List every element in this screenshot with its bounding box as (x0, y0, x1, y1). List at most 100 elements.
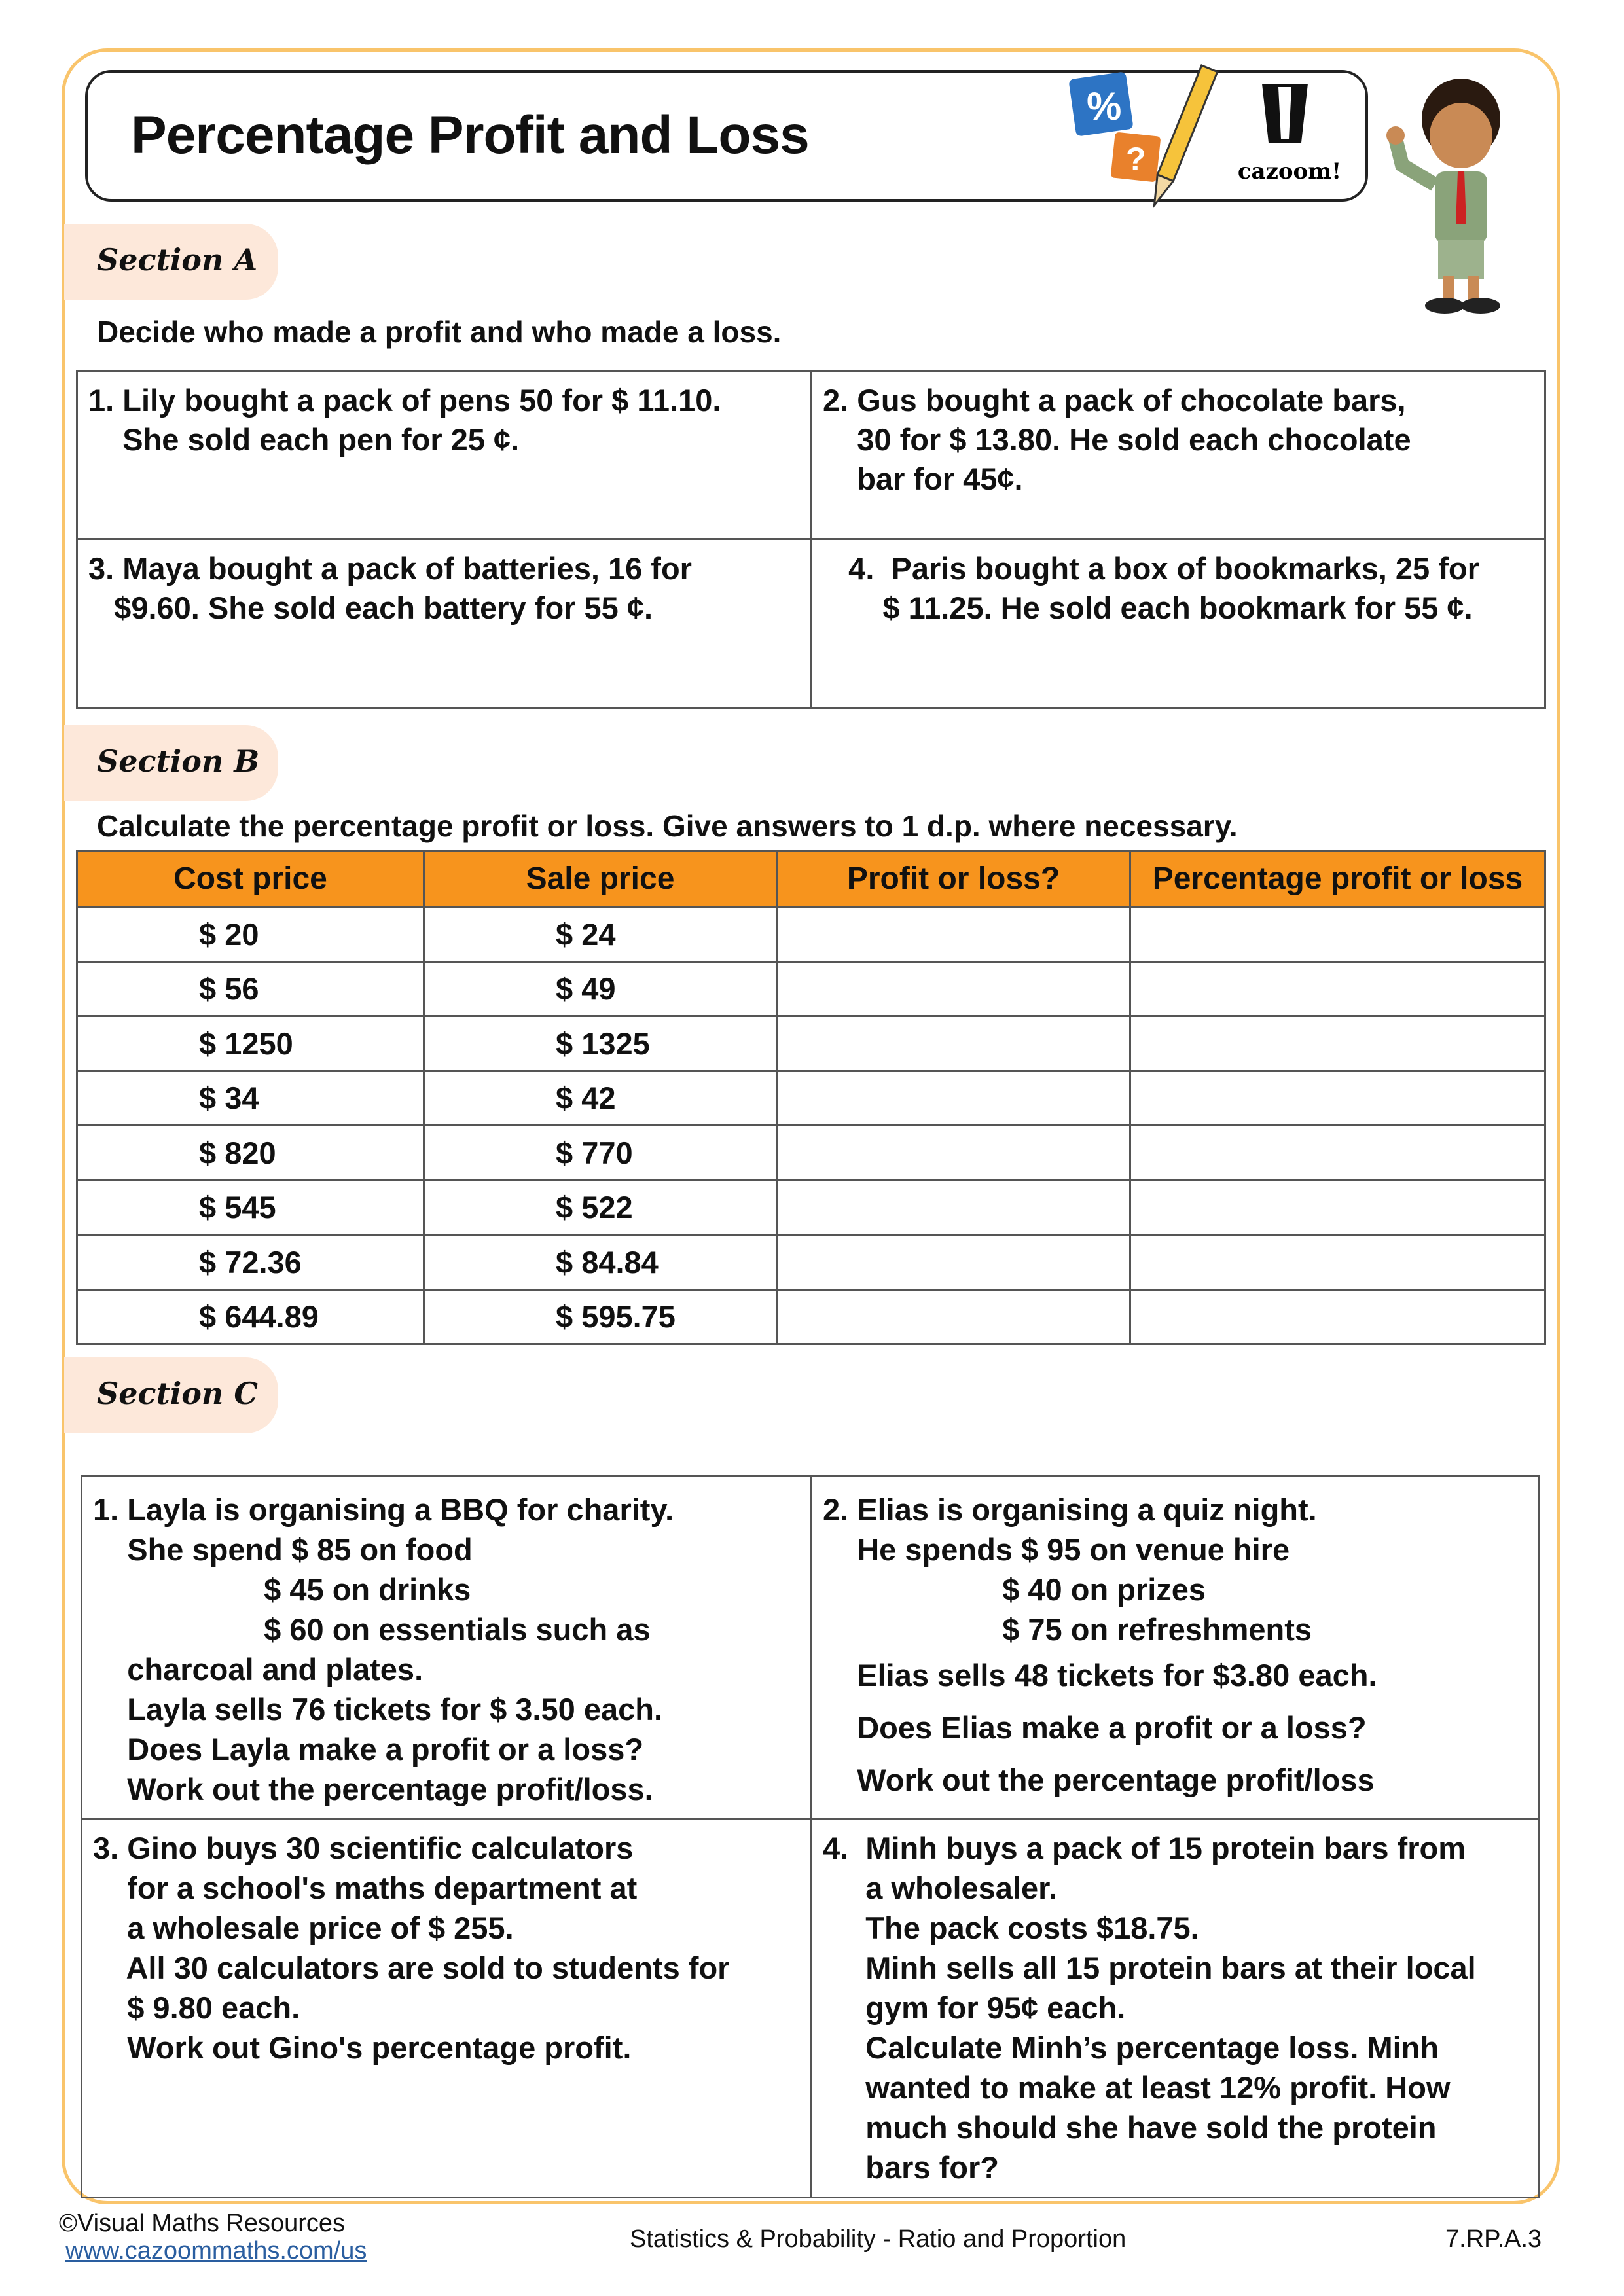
q-line: charcoal and plates. (93, 1652, 424, 1687)
percentage-answer-cell[interactable] (1129, 1288, 1546, 1345)
website-link[interactable]: www.cazoommaths.com/us (65, 2237, 367, 2265)
cost-price-cell: $ 1250 (76, 1015, 425, 1072)
copyright: ©Visual Maths Resources (59, 2210, 346, 2237)
profit-or-loss-answer-cell[interactable] (776, 906, 1131, 963)
table-row: $ 34 $ 42 (76, 1069, 1546, 1126)
q-line: Calculate Minh’s percentage loss. Minh (823, 2030, 1439, 2065)
q-line: Does Layla make a profit or a loss? (93, 1732, 644, 1767)
q-line: bars for? (823, 2150, 999, 2185)
question-a1: 1. Lily bought a pack of pens 50 for $ 1… (76, 370, 812, 540)
percentage-answer-cell[interactable] (1129, 1015, 1546, 1072)
standard-code: 7.RP.A.3 (1445, 2225, 1542, 2253)
percentage-answer-cell[interactable] (1129, 1124, 1546, 1181)
profit-or-loss-answer-cell[interactable] (776, 1015, 1131, 1072)
header-cost-price: Cost price (76, 850, 425, 908)
q-line: 2. Gus bought a pack of chocolate bars, (823, 383, 1406, 418)
q-line: 30 for $ 13.80. He sold each chocolate (823, 422, 1411, 457)
cazoom-logo: cazoom! (1226, 81, 1353, 187)
q-line: much should she have sold the protein (823, 2110, 1437, 2145)
sale-price-cell: $ 1325 (423, 1015, 778, 1072)
q-line: Elias sells 48 tickets for $3.80 each. (823, 1658, 1377, 1693)
q-line: He spends $ 95 on venue hire (823, 1532, 1290, 1567)
topic: Statistics & Probability - Ratio and Pro… (630, 2225, 1127, 2253)
profit-or-loss-answer-cell[interactable] (776, 1069, 1131, 1126)
q-line: a wholesale price of $ 255. (93, 1910, 514, 1945)
profit-or-loss-answer-cell[interactable] (776, 1124, 1131, 1181)
question-c3: 3. Gino buys 30 scientific calculators f… (81, 1818, 812, 2198)
q-line: She spend $ 85 on food (93, 1532, 473, 1567)
section-a-label: Section A (64, 224, 278, 300)
sale-price-cell: $ 770 (423, 1124, 778, 1181)
q-line: a wholesaler. (823, 1871, 1057, 1905)
q-line: $ 45 on drinks (93, 1572, 471, 1607)
q-line: $ 9.80 each. (93, 1990, 300, 2025)
q-line: $ 40 on prizes (823, 1572, 1206, 1607)
question-a4: 4. Paris bought a box of bookmarks, 25 f… (810, 538, 1546, 709)
sale-price-cell: $ 49 (423, 960, 778, 1017)
q-line: $ 60 on essentials such as (93, 1612, 651, 1647)
profit-or-loss-answer-cell[interactable] (776, 960, 1131, 1017)
cost-price-cell: $ 20 (76, 906, 425, 963)
svg-text:%: % (1087, 84, 1121, 128)
q-line: 4. Minh buys a pack of 15 protein bars f… (823, 1831, 1466, 1865)
q-line: Work out Gino's percentage profit. (93, 2030, 632, 2065)
profit-or-loss-answer-cell[interactable] (776, 1179, 1131, 1236)
cost-price-cell: $ 644.89 (76, 1288, 425, 1345)
percentage-answer-cell[interactable] (1129, 1179, 1546, 1236)
section-c-label: Section C (64, 1357, 278, 1433)
sale-price-cell: $ 24 (423, 906, 778, 963)
q-line: 4. Paris bought a box of bookmarks, 25 f… (823, 551, 1479, 586)
question-a3: 3. Maya bought a pack of batteries, 16 f… (76, 538, 812, 709)
section-a-questions: 1. Lily bought a pack of pens 50 for $ 1… (76, 370, 1546, 709)
boy-character-illustration (1386, 79, 1500, 314)
q-line: Does Elias make a profit or a loss? (823, 1710, 1367, 1745)
header-percentage: Percentage profit or loss (1129, 850, 1546, 908)
table-row: $ 20 $ 24 (76, 906, 1546, 963)
q-line: $ 75 on refreshments (823, 1612, 1312, 1647)
svg-text:?: ? (1126, 141, 1146, 177)
q-line: 1. Layla is organising a BBQ for charity… (93, 1492, 674, 1527)
profit-or-loss-answer-cell[interactable] (776, 1234, 1131, 1291)
table-row: $ 56 $ 49 (76, 960, 1546, 1017)
q-line: gym for 95¢ each. (823, 1990, 1126, 2025)
q-line: Minh sells all 15 protein bars at their … (823, 1950, 1476, 1985)
q-line: Work out the percentage profit/loss. (93, 1772, 653, 1806)
table-row: $ 644.89 $ 595.75 (76, 1288, 1546, 1345)
cost-price-cell: $ 820 (76, 1124, 425, 1181)
percent-question-pencil-icon: % ? (1069, 64, 1219, 209)
q-line: She sold each pen for 25 ¢. (88, 422, 520, 457)
page-title: Percentage Profit and Loss (131, 105, 810, 165)
q-line: $ 11.25. He sold each bookmark for 55 ¢. (823, 590, 1473, 625)
q-line: Layla sells 76 tickets for $ 3.50 each. (93, 1692, 663, 1727)
cost-price-cell: $ 72.36 (76, 1234, 425, 1291)
cost-price-cell: $ 545 (76, 1179, 425, 1236)
q-line: $9.60. She sold each battery for 55 ¢. (88, 590, 653, 625)
cost-price-cell: $ 56 (76, 960, 425, 1017)
percentage-answer-cell[interactable] (1129, 960, 1546, 1017)
table-row: $ 72.36 $ 84.84 (76, 1234, 1546, 1291)
percentage-answer-cell[interactable] (1129, 906, 1546, 963)
q-line: All 30 calculators are sold to students … (93, 1950, 730, 1985)
question-c1: 1. Layla is organising a BBQ for charity… (81, 1475, 812, 1820)
question-c2: 2. Elias is organising a quiz night. He … (810, 1475, 1540, 1820)
percentage-answer-cell[interactable] (1129, 1069, 1546, 1126)
q-line: 3. Gino buys 30 scientific calculators (93, 1831, 634, 1865)
section-c-questions: 1. Layla is organising a BBQ for charity… (81, 1475, 1540, 2198)
section-b-instruction: Calculate the percentage profit or loss.… (97, 809, 1238, 843)
svg-text:cazoom!: cazoom! (1238, 158, 1341, 185)
table-row: $ 820 $ 770 (76, 1124, 1546, 1181)
q-line: 1. Lily bought a pack of pens 50 for $ 1… (88, 383, 721, 418)
sale-price-cell: $ 84.84 (423, 1234, 778, 1291)
q-line: The pack costs $18.75. (823, 1910, 1199, 1945)
profit-loss-table: Cost price Sale price Profit or loss? Pe… (76, 850, 1546, 1345)
table-row: $ 545 $ 522 (76, 1179, 1546, 1236)
q-line: wanted to make at least 12% profit. How (823, 2070, 1451, 2105)
percentage-answer-cell[interactable] (1129, 1234, 1546, 1291)
section-a-instruction: Decide who made a profit and who made a … (97, 315, 782, 349)
cost-price-cell: $ 34 (76, 1069, 425, 1126)
header-sale-price: Sale price (423, 850, 778, 908)
q-line: 2. Elias is organising a quiz night. (823, 1492, 1317, 1527)
q-line: bar for 45¢. (823, 461, 1023, 496)
sale-price-cell: $ 42 (423, 1069, 778, 1126)
profit-or-loss-answer-cell[interactable] (776, 1288, 1131, 1345)
